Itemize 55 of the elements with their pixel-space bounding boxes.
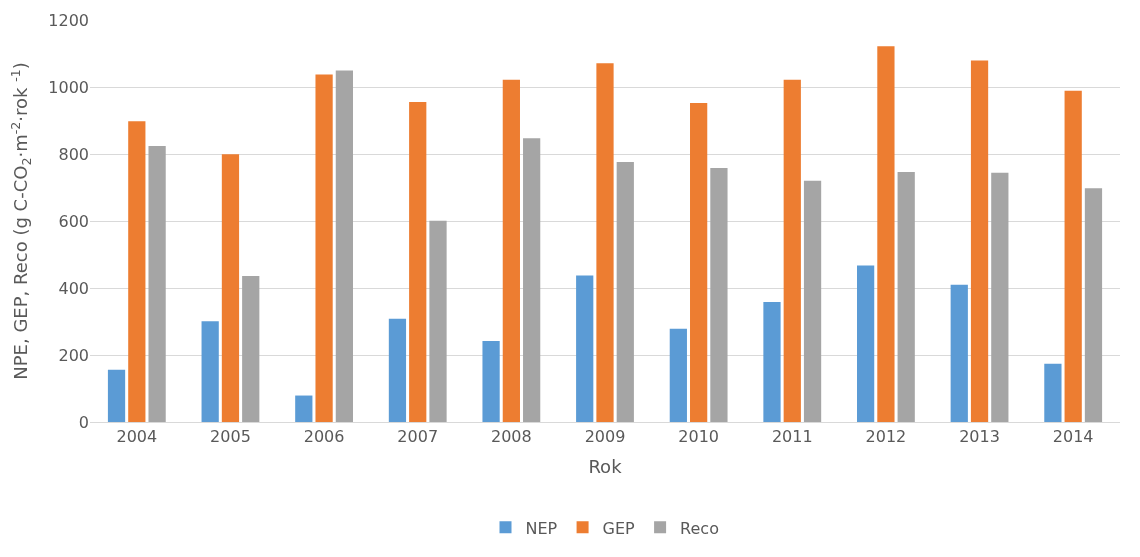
bar (616, 162, 634, 422)
x-tick-label: 2010 (678, 427, 719, 447)
x-tick-label: 2005 (210, 427, 251, 447)
bar (315, 74, 333, 422)
x-tick-label: 2014 (1052, 427, 1094, 447)
bar (429, 220, 447, 422)
y-tick-label: 1200 (48, 10, 89, 30)
bar (523, 138, 541, 422)
bar (295, 395, 313, 422)
x-tick-label: 2011 (771, 427, 813, 447)
y-tick-label: 200 (58, 345, 89, 365)
bar (877, 46, 895, 422)
bar (991, 172, 1009, 422)
bar (388, 318, 407, 422)
bar (221, 154, 240, 422)
legend-label: NEP (525, 518, 558, 538)
bar (1064, 90, 1082, 422)
bar (803, 180, 822, 422)
bar (970, 60, 989, 422)
bar (857, 265, 875, 422)
x-tick-label: 2004 (116, 427, 158, 447)
bar (201, 321, 219, 422)
bar (107, 369, 126, 422)
bar (409, 102, 427, 422)
bar (242, 275, 260, 422)
x-tick-label: 2009 (584, 427, 626, 447)
bar (596, 63, 614, 422)
legend-label: GEP (602, 518, 636, 538)
x-tick-label: 2008 (491, 427, 532, 447)
x-axis-title: Rok (588, 456, 623, 478)
bar (783, 79, 801, 422)
x-tick-label: 2006 (303, 427, 345, 447)
bar (669, 328, 687, 422)
y-tick-label: 0 (78, 412, 89, 432)
bar (710, 168, 728, 422)
y-tick-label: 1000 (48, 77, 89, 97)
bar (128, 121, 146, 422)
bar (502, 79, 520, 422)
bar (897, 172, 915, 422)
y-tick-label: 800 (58, 144, 89, 164)
bar (690, 103, 708, 422)
x-tick-label: 2012 (865, 427, 907, 447)
bar (950, 284, 968, 422)
bar (482, 340, 500, 422)
bar (148, 145, 166, 422)
x-tick-label: 2013 (959, 427, 1000, 447)
bar (1084, 188, 1103, 422)
y-tick-label: 600 (58, 211, 89, 231)
bar (763, 302, 781, 422)
bar (576, 275, 594, 422)
legend-label: Reco (680, 518, 719, 538)
bar (1044, 363, 1062, 422)
x-tick-label: 2007 (397, 427, 439, 447)
y-tick-label: 400 (58, 278, 89, 298)
bar (335, 70, 353, 422)
